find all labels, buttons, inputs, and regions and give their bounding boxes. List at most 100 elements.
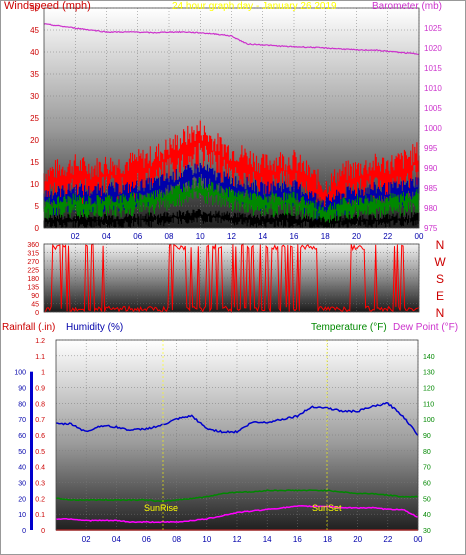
compass-letter: E — [436, 289, 444, 303]
rainfall-y-tick: 0 — [41, 528, 45, 535]
wind-y-tick: 10 — [30, 180, 39, 189]
humidity-y-tick: 80 — [18, 401, 26, 408]
humidity-y-tick: 50 — [18, 449, 26, 456]
sunrise-label: SunRise — [144, 503, 178, 513]
wind-y-tick: 45 — [30, 26, 39, 35]
hour-label-bottom: 08 — [172, 535, 181, 544]
temp-y-tick: 40 — [423, 512, 431, 519]
hour-labels-top: 02 04 06 08 10 12 14 16 18 20 22 00 — [71, 232, 424, 241]
hour-label-top: 18 — [321, 232, 330, 241]
hour-labels-bottom: 02 04 06 08 10 12 14 16 18 20 22 00 — [82, 535, 423, 544]
hour-label-bottom: 22 — [383, 535, 392, 544]
temp-y-tick: 60 — [423, 481, 431, 488]
dir-y-tick: 45 — [31, 302, 39, 309]
hour-label-bottom: 00 — [414, 535, 423, 544]
compass-letter: S — [436, 272, 444, 286]
rainfall-label: Rainfall (.in) — [2, 322, 55, 333]
baro-y-tick: 1000 — [424, 124, 442, 133]
wind-y-tick: 15 — [30, 158, 39, 167]
baro-y-tick: 1005 — [424, 104, 442, 113]
dir-plot-border — [43, 243, 420, 313]
baro-y-tick: 990 — [424, 164, 438, 173]
sunset-label: SunSet — [312, 503, 342, 513]
baro-y-tick: 1015 — [424, 64, 442, 73]
hour-label-top: 22 — [383, 232, 392, 241]
dir-y-tick: 360 — [27, 242, 39, 249]
hour-label-bottom: 12 — [233, 535, 242, 544]
humidity-line — [56, 402, 419, 436]
baro-y-tick: 985 — [424, 184, 438, 193]
dewpoint-label: Dew Point (°F) — [393, 322, 458, 333]
wind-y-tick: 35 — [30, 70, 39, 79]
hum-plot-border — [55, 339, 419, 531]
rainfall-y-tick: 1.1 — [35, 354, 45, 361]
temp-y-tick: 110 — [423, 401, 434, 408]
temp-y-tick: 70 — [423, 465, 431, 472]
hour-label-top: 00 — [415, 232, 424, 241]
hour-label-top: 20 — [352, 232, 361, 241]
hour-label-bottom: 16 — [293, 535, 302, 544]
wind-series — [43, 23, 420, 228]
temperature-line — [55, 489, 419, 503]
hour-label-bottom: 10 — [202, 535, 211, 544]
hour-label-bottom: 20 — [353, 535, 362, 544]
direction-series — [43, 243, 420, 314]
hour-label-top: 02 — [71, 232, 80, 241]
dir-y-tick: 135 — [27, 285, 39, 292]
wind-y-tick: 30 — [30, 92, 39, 101]
hour-label-bottom: 02 — [82, 535, 91, 544]
wind-direction-line — [43, 243, 420, 314]
baro-y-tick: 995 — [424, 144, 438, 153]
rainfall-y-tick: 0.3 — [35, 481, 45, 488]
baro-y-tick: 1025 — [424, 24, 442, 33]
compass-letter: N — [436, 238, 445, 252]
hour-label-top: 04 — [102, 232, 111, 241]
hour-label-bottom: 18 — [323, 535, 332, 544]
hour-label-bottom: 04 — [112, 535, 121, 544]
rainfall-y-tick: 0.4 — [35, 465, 45, 472]
hour-label-top: 06 — [133, 232, 142, 241]
temp-y-tick: 50 — [423, 496, 431, 503]
compass-letter: N — [436, 306, 445, 320]
humidity-y-tick: 0 — [22, 528, 26, 535]
humidity-y-tick: 90 — [18, 386, 26, 393]
hour-label-top: 10 — [196, 232, 205, 241]
baro-y-tick: 1020 — [424, 44, 442, 53]
dir-y-tick: 180 — [27, 276, 39, 283]
hour-label-bottom: 06 — [142, 535, 151, 544]
rainfall-y-tick: 1 — [41, 370, 45, 377]
temp-y-tick: 120 — [423, 386, 435, 393]
compass-letter: W — [434, 255, 446, 269]
rainfall-y-tick: 0.6 — [35, 433, 45, 440]
dewpoint-line — [55, 505, 419, 524]
hour-label-bottom: 14 — [263, 535, 272, 544]
temp-y-tick: 140 — [423, 354, 435, 361]
barometer-line — [43, 23, 420, 56]
rainfall-y-tick: 0.9 — [35, 386, 45, 393]
temp-y-tick: 30 — [423, 528, 431, 535]
humidity-scale-bar — [30, 371, 33, 530]
hour-label-top: 16 — [290, 232, 299, 241]
humidity-label: Humidity (%) — [66, 322, 123, 333]
humidity-y-tick: 70 — [18, 417, 26, 424]
dir-y-tick: 225 — [27, 268, 39, 275]
hour-label-top: 12 — [227, 232, 236, 241]
humidity-y-tick: 20 — [18, 496, 26, 503]
humidity-axes: 0 10 20 30 40 50 60 70 80 90 100 0 0.1 0.2 0.3 0.4 0.5 0.… — [14, 338, 434, 535]
rainfall-y-tick: 0.8 — [35, 401, 45, 408]
temp-y-tick: 80 — [423, 449, 431, 456]
hour-label-top: 14 — [258, 232, 267, 241]
humidity-y-tick: 10 — [18, 512, 26, 519]
wind-y-tick: 5 — [35, 202, 40, 211]
humidity-y-tick: 100 — [14, 370, 26, 377]
barometer-label: Barometer (mb) — [372, 1, 442, 12]
rainfall-y-tick: 1.2 — [35, 338, 45, 345]
baro-y-tick: 1010 — [424, 84, 442, 93]
wind-y-tick: 40 — [30, 48, 39, 57]
dir-y-tick: 315 — [27, 251, 39, 258]
rainfall-y-tick: 0.1 — [35, 512, 45, 519]
